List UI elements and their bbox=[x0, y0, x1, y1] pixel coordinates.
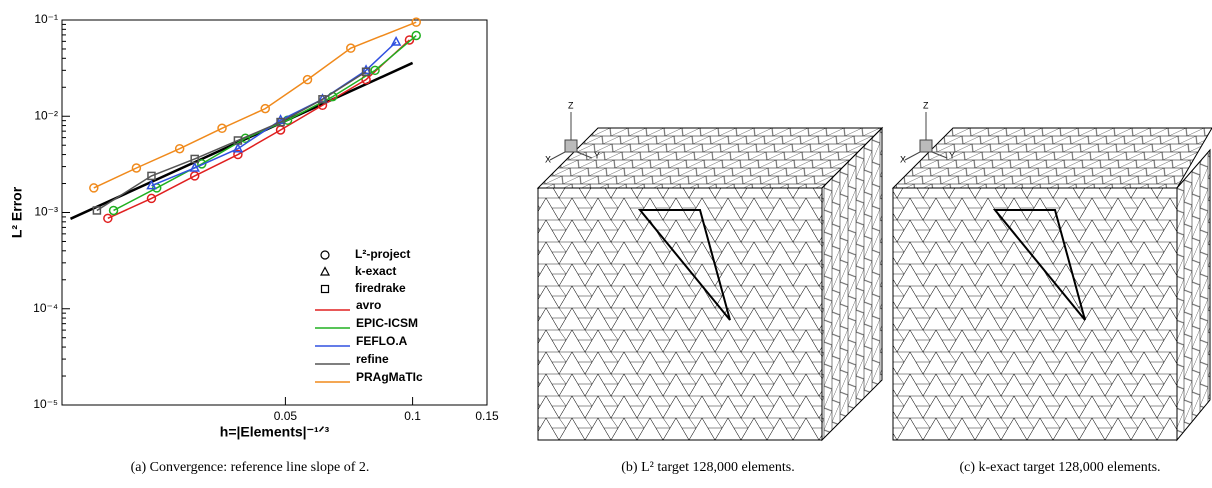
mesh-cube bbox=[536, 126, 884, 442]
mesh-cube bbox=[891, 127, 1212, 442]
legend-label: PRAgMaTIc bbox=[356, 370, 423, 384]
marker bbox=[147, 171, 156, 181]
y-tick-label: 10⁻³ bbox=[34, 205, 58, 219]
marker bbox=[197, 159, 207, 169]
y-tick-label: 10⁻¹ bbox=[34, 12, 58, 26]
x-axis-label: h=|Elements|⁻¹ᐟ³ bbox=[220, 424, 330, 440]
marker bbox=[318, 95, 327, 104]
triad-label: Y bbox=[949, 150, 955, 160]
y-tick-label: 10⁻⁵ bbox=[33, 397, 58, 411]
top-face bbox=[891, 127, 1212, 189]
marker bbox=[92, 206, 102, 215]
marker bbox=[346, 43, 356, 53]
legend-label: EPIC-ICSM bbox=[356, 316, 418, 330]
marker bbox=[146, 193, 157, 204]
side-face bbox=[821, 126, 883, 442]
x-tick-label: 0.1 bbox=[404, 409, 421, 423]
x-tick-label: 0.15 bbox=[475, 409, 499, 423]
marker bbox=[361, 67, 371, 76]
caption: (c) k-exact target 128,000 elements. bbox=[959, 460, 1160, 475]
plot-frame bbox=[61, 19, 488, 406]
refined-region bbox=[992, 209, 1086, 321]
triad-box bbox=[919, 139, 933, 153]
front-face bbox=[537, 187, 823, 441]
series-line bbox=[107, 39, 410, 220]
series-line bbox=[96, 71, 367, 212]
triad-label: X bbox=[545, 154, 551, 164]
triad-label: X bbox=[900, 154, 906, 164]
marker bbox=[189, 171, 200, 181]
legend-label: k-exact bbox=[355, 264, 396, 278]
legend-label: firedrake bbox=[355, 281, 406, 295]
legend-label: FEFLO.A bbox=[356, 334, 408, 348]
marker bbox=[275, 114, 286, 124]
series-line bbox=[93, 21, 417, 189]
triad-label: Z bbox=[923, 100, 929, 110]
x-tick-label: 0.05 bbox=[274, 409, 298, 423]
marker bbox=[108, 205, 119, 216]
series-line bbox=[151, 41, 397, 187]
marker bbox=[232, 142, 244, 153]
refined-region bbox=[637, 209, 731, 321]
caption: (a) Convergence: reference line slope of… bbox=[131, 460, 370, 475]
caption: (b) L² target 128,000 elements. bbox=[621, 460, 794, 475]
marker bbox=[404, 35, 415, 45]
marker bbox=[302, 74, 313, 85]
marker bbox=[390, 35, 402, 46]
marker bbox=[89, 183, 99, 193]
marker bbox=[103, 213, 113, 224]
triad-label: Y bbox=[594, 150, 600, 160]
legend-label: L²-project bbox=[355, 247, 410, 261]
triad-label: Z bbox=[568, 100, 574, 110]
marker bbox=[411, 30, 421, 41]
legend-label: avro bbox=[356, 298, 381, 312]
marker bbox=[260, 103, 270, 114]
marker bbox=[360, 64, 372, 75]
legend-label: refine bbox=[356, 352, 389, 366]
marker bbox=[320, 266, 330, 276]
triad-lines bbox=[904, 112, 948, 161]
axis-triad: X Y Z bbox=[900, 100, 955, 164]
axis-triad: X Y Z bbox=[545, 100, 600, 164]
y-axis-label: L² Error bbox=[9, 186, 25, 238]
marker bbox=[190, 154, 199, 164]
marker bbox=[411, 17, 421, 27]
marker bbox=[189, 161, 200, 172]
plot: 10⁻⁵ 10⁻⁴ 10⁻³ 10⁻² 10⁻¹ 0.05 0.1 0.15 h=|Elemen… bbox=[9, 12, 499, 440]
marker bbox=[320, 250, 330, 260]
marker bbox=[370, 65, 380, 76]
y-tick-label: 10⁻⁴ bbox=[33, 301, 58, 315]
marker bbox=[276, 117, 285, 127]
marker bbox=[174, 143, 185, 154]
marker bbox=[146, 179, 157, 190]
marker bbox=[320, 284, 330, 294]
marker bbox=[233, 149, 243, 160]
marker bbox=[131, 163, 142, 173]
y-tick-label: 10⁻² bbox=[34, 108, 58, 122]
triad-box bbox=[564, 139, 578, 153]
triad-lines bbox=[549, 112, 593, 161]
marker bbox=[217, 123, 227, 134]
marker bbox=[233, 136, 243, 145]
side-face bbox=[1176, 148, 1211, 442]
front-face bbox=[892, 187, 1178, 441]
